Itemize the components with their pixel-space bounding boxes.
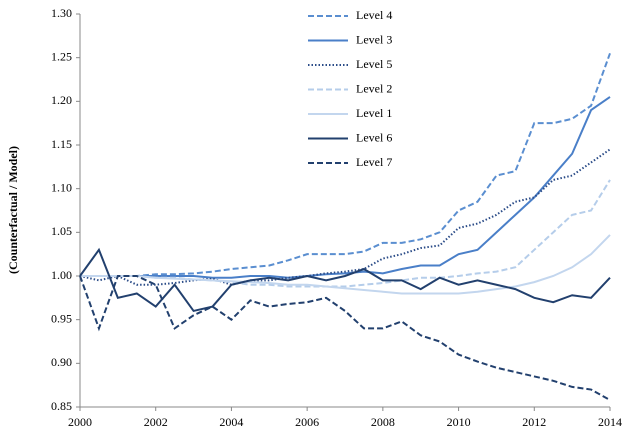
series-line bbox=[79, 148, 611, 286]
y-tick-label: 0.90 bbox=[51, 355, 72, 369]
series-line bbox=[80, 52, 611, 277]
x-tick-label: 2000 bbox=[68, 415, 92, 429]
series-line bbox=[80, 234, 611, 295]
series-line bbox=[79, 247, 611, 313]
x-tick-label: 2014 bbox=[598, 415, 622, 429]
y-tick-label: 0.85 bbox=[51, 399, 72, 413]
y-tick-label: 1.05 bbox=[51, 224, 72, 238]
legend-label: Level 1 bbox=[356, 106, 392, 120]
y-tick-label: 1.25 bbox=[51, 49, 72, 63]
y-tick-label: 1.30 bbox=[51, 6, 72, 20]
legend-label: Level 2 bbox=[356, 81, 392, 95]
legend-label: Level 5 bbox=[356, 57, 392, 71]
legend-label: Level 7 bbox=[356, 155, 392, 169]
y-tick-label: 1.10 bbox=[51, 180, 72, 194]
series-line bbox=[80, 96, 611, 279]
y-tick-label: 0.95 bbox=[51, 311, 72, 325]
x-tick-label: 2002 bbox=[144, 415, 168, 429]
x-tick-label: 2006 bbox=[295, 415, 319, 429]
y-tick-label: 1.15 bbox=[51, 137, 72, 151]
x-tick-label: 2012 bbox=[522, 415, 546, 429]
legend-label: Level 6 bbox=[356, 130, 392, 144]
x-tick-label: 2008 bbox=[371, 415, 395, 429]
y-tick-label: 1.00 bbox=[51, 268, 72, 282]
series-line bbox=[80, 179, 611, 288]
legend-label: Level 4 bbox=[356, 8, 392, 22]
x-tick-label: 2010 bbox=[447, 415, 471, 429]
legend-label: Level 3 bbox=[356, 32, 392, 46]
y-axis-label: (Counterfactual / Model) bbox=[6, 146, 20, 274]
x-tick-label: 2004 bbox=[219, 415, 243, 429]
series-line bbox=[79, 275, 611, 401]
y-tick-label: 1.20 bbox=[51, 93, 72, 107]
